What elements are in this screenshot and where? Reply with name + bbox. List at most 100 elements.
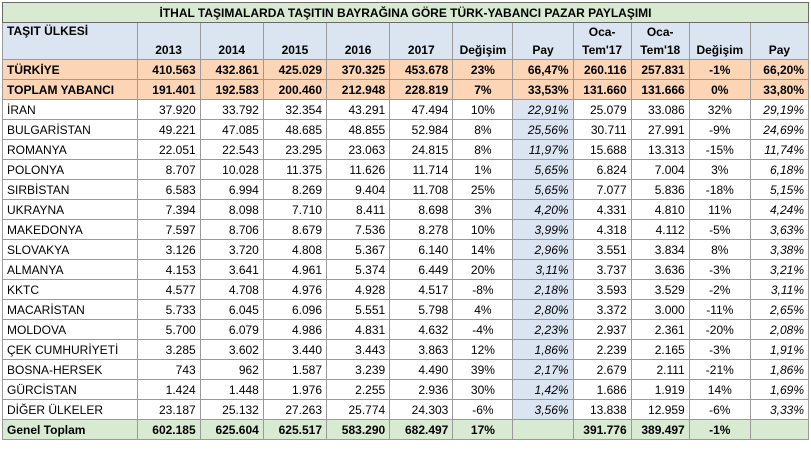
value-2014: 25.132: [199, 399, 264, 420]
share-period: 2,08%: [749, 319, 810, 340]
value-oca-tem-17: 3.593: [572, 279, 632, 300]
value-oca-tem-18: 13.313: [630, 139, 690, 160]
value-2017: 11.714: [389, 159, 454, 180]
value-2014: 6.045: [199, 299, 264, 320]
country-cell: TÜRKİYE: [2, 59, 138, 80]
value-2014: 10.028: [199, 159, 264, 180]
table-row: MAKEDONYA 7.597 8.706 8.679 7.536 8.278 10% 3,9…: [2, 219, 810, 240]
country-cell: TOPLAM YABANCI: [2, 79, 138, 100]
total-value-2014: 625.604: [199, 419, 264, 440]
change-period: -20%: [688, 319, 751, 340]
value-2014: 3.602: [199, 339, 264, 360]
change-period: -3%: [688, 339, 751, 360]
country-cell: MACARİSTAN: [2, 299, 138, 320]
value-oca-tem-17: 3.551: [572, 239, 632, 260]
header-2017: 2017: [389, 22, 454, 60]
value-2013: 410.563: [136, 59, 201, 80]
value-oca-tem-17: 1.686: [572, 379, 632, 400]
share-annual: 25,56%: [512, 119, 574, 140]
value-2013: 23.187: [136, 399, 201, 420]
value-2014: 192.583: [199, 79, 264, 100]
country-cell: SIRBİSTAN: [2, 179, 138, 200]
value-2015: 11.375: [262, 159, 328, 180]
value-2017: 5.798: [389, 299, 454, 320]
value-2013: 8.707: [136, 159, 201, 180]
value-2013: 7.597: [136, 219, 201, 240]
country-cell: İRAN: [2, 99, 138, 120]
value-2017: 52.984: [389, 119, 454, 140]
value-2016: 5.374: [326, 259, 391, 280]
total-value-oca-tem-18: 389.497: [630, 419, 690, 440]
value-oca-tem-18: 257.831: [630, 59, 690, 80]
value-2016: 7.536: [326, 219, 391, 240]
value-2016: 4.831: [326, 319, 391, 340]
value-2015: 32.354: [262, 99, 328, 120]
share-period: 66,20%: [749, 59, 810, 80]
value-2014: 3.641: [199, 259, 264, 280]
value-2014: 3.720: [199, 239, 264, 260]
total-change-annual: 17%: [452, 419, 514, 440]
value-2016: 8.411: [326, 199, 391, 220]
share-period: 3,38%: [749, 239, 810, 260]
change-annual: 8%: [452, 119, 514, 140]
market-share-table: İTHAL TAŞIMALARDA TAŞITIN BAYRAĞINA GÖRE…: [2, 2, 810, 440]
change-annual: 30%: [452, 379, 514, 400]
value-2013: 5.733: [136, 299, 201, 320]
share-period: 11,74%: [749, 139, 810, 160]
share-annual: 2,80%: [512, 299, 574, 320]
value-2016: 11.626: [326, 159, 391, 180]
value-2017: 8.698: [389, 199, 454, 220]
change-period: -15%: [688, 139, 751, 160]
value-oca-tem-18: 3.000: [630, 299, 690, 320]
table-row: SLOVAKYA 3.126 3.720 4.808 5.367 6.140 14% 2,96…: [2, 239, 810, 260]
value-oca-tem-17: 15.688: [572, 139, 632, 160]
value-2015: 6.096: [262, 299, 328, 320]
header-change-annual: Değişim: [452, 22, 514, 60]
change-annual: 10%: [452, 99, 514, 120]
value-2017: 24.815: [389, 139, 454, 160]
value-2016: 3.443: [326, 339, 391, 360]
value-oca-tem-17: 25.079: [572, 99, 632, 120]
value-2015: 27.263: [262, 399, 328, 420]
change-annual: 20%: [452, 259, 514, 280]
change-period: -1%: [688, 59, 751, 80]
value-2014: 432.861: [199, 59, 264, 80]
share-period: 3,63%: [749, 219, 810, 240]
share-period: 4,24%: [749, 199, 810, 220]
value-2017: 6.449: [389, 259, 454, 280]
value-oca-tem-18: 3.834: [630, 239, 690, 260]
value-2015: 1.587: [262, 359, 328, 380]
change-period: -3%: [688, 259, 751, 280]
share-period: 3,33%: [749, 399, 810, 420]
value-oca-tem-18: 33.086: [630, 99, 690, 120]
value-oca-tem-17: 4.318: [572, 219, 632, 240]
value-2015: 8.679: [262, 219, 328, 240]
header-2015: 2015: [262, 22, 328, 60]
value-2013: 49.221: [136, 119, 201, 140]
value-oca-tem-17: 2.239: [572, 339, 632, 360]
header-oca-tem-18: Oca- Tem'18: [630, 22, 690, 60]
share-annual: 3,56%: [512, 399, 574, 420]
table-row: BULGARİSTAN 49.221 47.085 48.685 48.855 52.98…: [2, 119, 810, 140]
total-value-2016: 583.290: [326, 419, 391, 440]
value-2015: 8.269: [262, 179, 328, 200]
total-change-period: -1%: [688, 419, 751, 440]
change-period: -2%: [688, 279, 751, 300]
value-2015: 200.460: [262, 79, 328, 100]
change-annual: -4%: [452, 319, 514, 340]
change-period: -21%: [688, 359, 751, 380]
share-annual: 3,11%: [512, 259, 574, 280]
value-2016: 3.239: [326, 359, 391, 380]
value-2016: 25.774: [326, 399, 391, 420]
change-annual: 39%: [452, 359, 514, 380]
header-oca-tem-17-line2: Tem'17: [582, 43, 623, 57]
value-2014: 22.543: [199, 139, 264, 160]
change-period: -5%: [688, 219, 751, 240]
value-2013: 22.051: [136, 139, 201, 160]
value-2014: 962: [199, 359, 264, 380]
change-annual: 23%: [452, 59, 514, 80]
value-2015: 7.710: [262, 199, 328, 220]
country-cell: MAKEDONYA: [2, 219, 138, 240]
value-oca-tem-17: 3.372: [572, 299, 632, 320]
value-2013: 3.285: [136, 339, 201, 360]
